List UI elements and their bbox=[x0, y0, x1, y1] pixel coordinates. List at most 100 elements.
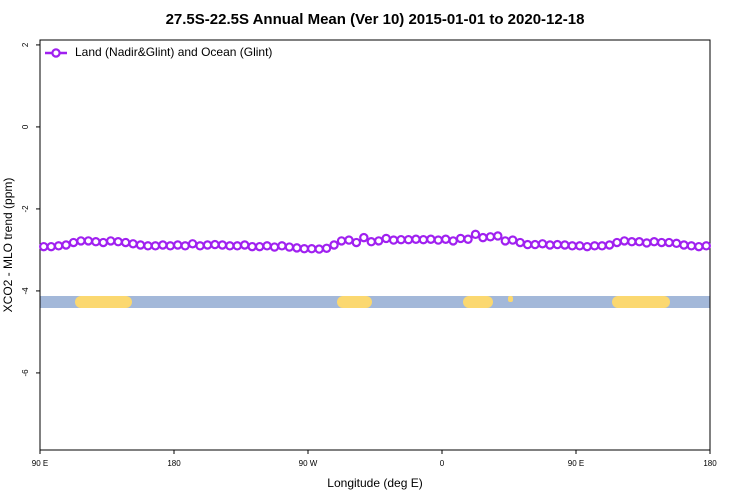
point bbox=[664, 237, 674, 248]
point bbox=[530, 239, 540, 250]
point bbox=[351, 237, 362, 248]
point bbox=[299, 243, 309, 254]
point bbox=[537, 239, 548, 249]
point bbox=[575, 241, 585, 251]
y-tick-label: 0 bbox=[21, 124, 30, 129]
point bbox=[567, 241, 577, 251]
point bbox=[619, 236, 630, 246]
point bbox=[359, 232, 369, 243]
point bbox=[411, 234, 421, 244]
point bbox=[366, 237, 376, 247]
point bbox=[217, 240, 228, 250]
point bbox=[433, 235, 443, 245]
point bbox=[694, 241, 704, 252]
point bbox=[336, 236, 347, 246]
point bbox=[455, 233, 466, 244]
point bbox=[418, 234, 429, 245]
point bbox=[187, 239, 198, 249]
point bbox=[269, 242, 280, 252]
legend-label: Land (Nadir&Glint) and Ocean (Glint) bbox=[75, 45, 272, 59]
point bbox=[612, 237, 622, 248]
point bbox=[83, 236, 94, 246]
point bbox=[701, 241, 711, 251]
land-ocean-mask bbox=[40, 296, 710, 308]
point bbox=[321, 243, 332, 253]
point bbox=[165, 241, 175, 251]
point bbox=[656, 237, 667, 248]
point bbox=[589, 241, 600, 251]
point bbox=[173, 240, 183, 250]
point bbox=[448, 236, 458, 246]
x-tick-label: 180 bbox=[167, 459, 181, 468]
chart-title: 27.5S-22.5S Annual Mean (Ver 10) 2015-01… bbox=[166, 11, 585, 28]
point bbox=[143, 241, 153, 251]
x-tick-label: 180 bbox=[703, 459, 717, 468]
point bbox=[210, 239, 220, 250]
point bbox=[113, 237, 123, 247]
point bbox=[128, 239, 138, 249]
point bbox=[240, 240, 250, 250]
point bbox=[515, 237, 525, 248]
point bbox=[158, 240, 168, 250]
point bbox=[180, 241, 190, 251]
point bbox=[344, 235, 354, 245]
x-tick-label: 90 E bbox=[32, 459, 48, 468]
y-tick-label: -6 bbox=[21, 369, 30, 377]
point bbox=[284, 242, 295, 252]
point bbox=[686, 241, 697, 251]
point bbox=[485, 232, 496, 242]
point bbox=[582, 241, 592, 252]
x-axis-label: Longitude (deg E) bbox=[327, 476, 422, 490]
point bbox=[195, 241, 205, 251]
x-tick-label: 90 E bbox=[568, 459, 584, 468]
point bbox=[597, 241, 607, 251]
point bbox=[463, 234, 473, 244]
point bbox=[470, 229, 481, 240]
point bbox=[314, 244, 324, 254]
point bbox=[91, 237, 101, 247]
point bbox=[522, 239, 533, 250]
point bbox=[329, 240, 339, 250]
point bbox=[150, 241, 161, 251]
point bbox=[76, 236, 86, 246]
point bbox=[277, 241, 287, 251]
point bbox=[552, 239, 563, 250]
point bbox=[225, 241, 235, 251]
point bbox=[649, 237, 659, 247]
point bbox=[68, 237, 79, 248]
y-axis-label: XCO2 - MLO trend (ppm) bbox=[1, 178, 15, 313]
point bbox=[374, 236, 384, 246]
point bbox=[634, 237, 644, 247]
y-tick-label: -2 bbox=[21, 205, 30, 213]
point bbox=[61, 240, 71, 250]
x-tick-label: 90 W bbox=[299, 459, 318, 468]
point bbox=[98, 237, 108, 248]
point bbox=[478, 232, 488, 243]
point bbox=[307, 243, 317, 254]
point bbox=[120, 237, 131, 248]
point bbox=[671, 238, 682, 249]
legend-marker bbox=[51, 48, 61, 58]
point bbox=[441, 234, 451, 244]
point bbox=[642, 238, 652, 248]
point bbox=[106, 236, 116, 246]
point bbox=[39, 241, 49, 252]
point bbox=[679, 240, 689, 250]
point bbox=[262, 241, 272, 251]
point bbox=[388, 235, 399, 245]
point bbox=[560, 240, 570, 250]
point bbox=[500, 236, 510, 246]
point bbox=[381, 233, 391, 244]
point bbox=[604, 240, 615, 250]
point bbox=[232, 241, 242, 251]
point bbox=[292, 243, 302, 253]
point bbox=[46, 241, 56, 252]
point bbox=[254, 241, 265, 252]
point bbox=[493, 231, 503, 241]
point bbox=[508, 235, 518, 245]
y-tick-label: -4 bbox=[21, 287, 30, 295]
point bbox=[135, 240, 146, 250]
point bbox=[403, 234, 414, 245]
point bbox=[545, 240, 555, 250]
